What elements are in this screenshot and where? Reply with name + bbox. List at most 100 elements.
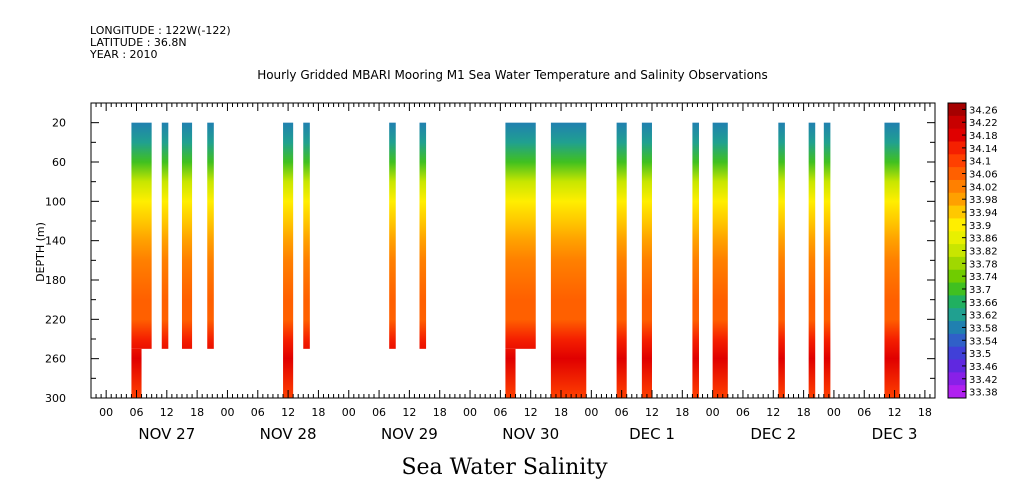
x-tick-label: 18 <box>554 406 568 419</box>
x-tick-label: 12 <box>281 406 295 419</box>
data-columns <box>131 122 900 399</box>
day-label: NOV 28 <box>260 425 317 443</box>
x-tick-label: 00 <box>463 406 477 419</box>
colorbar-swatch <box>948 115 966 130</box>
observation-column <box>389 122 396 349</box>
colorbar-label: 34.22 <box>969 118 998 129</box>
x-tick-label: 06 <box>857 406 871 419</box>
colorbar-swatch <box>948 333 966 348</box>
colorbar-swatch <box>948 372 966 386</box>
colorbar-label: 33.42 <box>969 375 998 386</box>
colorbar-label: 34.18 <box>969 131 998 142</box>
colorbar-label: 33.5 <box>969 349 991 360</box>
observation-column <box>505 122 536 349</box>
observation-column <box>161 122 169 349</box>
x-tick-label: 06 <box>493 406 507 419</box>
y-tick-label: 300 <box>45 392 66 405</box>
observation-column-tail <box>131 348 142 398</box>
colorbar-swatch <box>948 103 966 117</box>
y-tick-label: 260 <box>45 353 66 366</box>
colorbar-swatch <box>948 128 966 142</box>
x-tick-label: 12 <box>524 406 538 419</box>
observation-column <box>778 122 785 399</box>
colorbar-label: 33.46 <box>969 362 998 373</box>
colorbar-label: 34.14 <box>969 144 998 155</box>
chart-title: Hourly Gridded MBARI Mooring M1 Sea Wate… <box>257 68 768 82</box>
colorbar-label: 34.26 <box>969 105 998 116</box>
x-tick-label: 12 <box>160 406 174 419</box>
colorbar-swatch <box>948 282 966 296</box>
y-axis: 20 60 100 140 180 220 260 300 <box>45 102 935 405</box>
colorbar-label: 33.66 <box>969 298 998 309</box>
colorbar-swatch <box>948 179 966 194</box>
x-tick-label: 00 <box>584 406 598 419</box>
y-tick-label: 60 <box>52 156 66 169</box>
colorbar-swatch <box>948 346 966 361</box>
x-tick-label: 06 <box>372 406 386 419</box>
colorbar-label: 33.94 <box>969 208 998 219</box>
day-label: DEC 1 <box>629 425 675 443</box>
colorbar-swatch <box>948 218 966 232</box>
colorbar-label: 33.7 <box>969 285 991 296</box>
observation-column <box>550 122 587 399</box>
colorbar-swatch <box>948 256 966 271</box>
colorbar-swatch <box>948 154 966 168</box>
observation-column <box>823 122 831 399</box>
day-label: DEC 2 <box>750 425 796 443</box>
longitude-label: LONGITUDE : 122W(-122) <box>90 24 231 37</box>
colorbar-swatch <box>948 295 966 309</box>
x-tick-label: 06 <box>736 406 750 419</box>
colorbar-label: 33.86 <box>969 234 998 245</box>
x-tick-label: 00 <box>220 406 234 419</box>
x-tick-label: 18 <box>675 406 689 419</box>
x-tick-label: 06 <box>129 406 143 419</box>
colorbar-swatch <box>948 205 966 219</box>
x-tick-label: 12 <box>645 406 659 419</box>
x-tick-label: 12 <box>766 406 780 419</box>
colorbar-label: 34.02 <box>969 182 998 193</box>
day-label: NOV 29 <box>381 425 438 443</box>
observation-column <box>303 122 310 349</box>
x-tick-label: 00 <box>706 406 720 419</box>
observation-column <box>283 122 294 399</box>
year-label: YEAR : 2010 <box>90 48 158 61</box>
colorbar-label: 33.54 <box>969 336 998 347</box>
x-tick-label: 18 <box>918 406 932 419</box>
x-tick-label: 00 <box>827 406 841 419</box>
colorbar-label: 33.62 <box>969 311 998 322</box>
colorbar-swatch <box>948 321 966 335</box>
y-tick-label: 100 <box>45 195 66 208</box>
x-tick-label: 06 <box>251 406 265 419</box>
x-tick-label: 18 <box>190 406 204 419</box>
colorbar-swatch <box>948 141 966 155</box>
observation-column <box>131 122 152 349</box>
observation-column <box>207 122 214 349</box>
observation-column-tail <box>505 348 516 398</box>
day-label: DEC 3 <box>872 425 918 443</box>
colorbar-swatch <box>948 308 966 322</box>
x-tick-label: 18 <box>311 406 325 419</box>
observation-column <box>181 122 193 349</box>
colorbar-swatch <box>948 231 966 245</box>
y-tick-label: 140 <box>45 235 66 248</box>
day-label: NOV 30 <box>502 425 559 443</box>
colorbar-swatch <box>948 359 966 373</box>
y-tick-label: 220 <box>45 313 66 326</box>
observation-column <box>692 122 699 399</box>
x-tick-label: 18 <box>433 406 447 419</box>
colorbar-swatch <box>948 244 966 258</box>
observation-column <box>808 122 816 399</box>
x-axis: 00 06 12 18 00 06 12 18 00 06 12 18 00 06 12 18 00 06 12 18… <box>90 103 936 443</box>
colorbar-label: 33.9 <box>969 221 991 232</box>
latitude-label: LATITUDE : 36.8N <box>90 36 187 49</box>
observation-column <box>712 122 728 399</box>
colorbar-label: 33.74 <box>969 272 998 283</box>
colorbar-label: 34.06 <box>969 170 998 181</box>
plot-frame <box>90 102 936 399</box>
colorbar-swatch <box>948 269 966 284</box>
x-tick-label: 06 <box>615 406 629 419</box>
x-tick-label: 18 <box>797 406 811 419</box>
variable-label: Sea Water Salinity <box>401 455 608 480</box>
